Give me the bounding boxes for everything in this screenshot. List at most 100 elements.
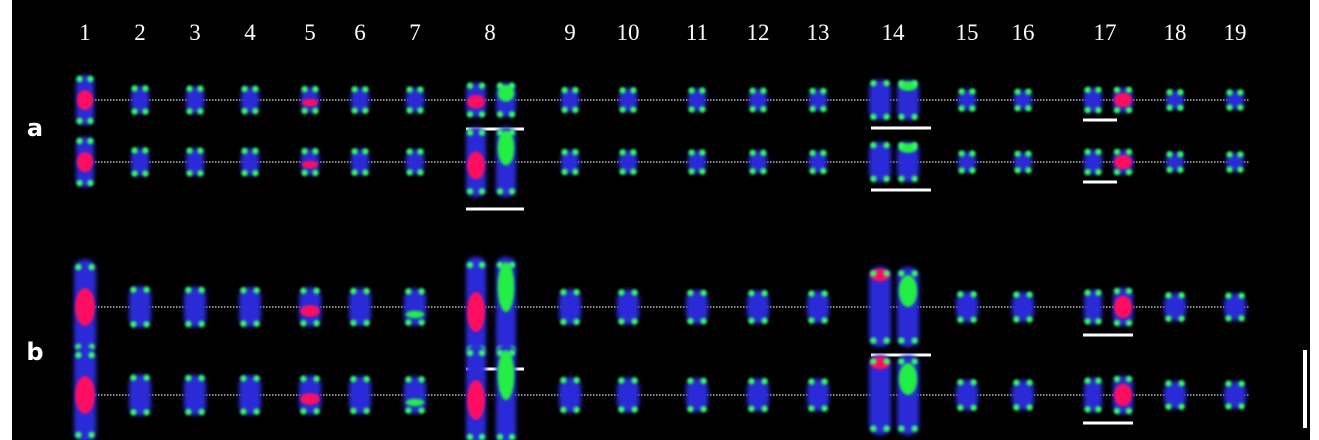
- telomere-dot: [1178, 380, 1184, 386]
- telomere-dot: [479, 262, 485, 268]
- telomere-dot: [87, 118, 93, 124]
- telomere-dot: [1178, 403, 1184, 409]
- telomere-dot: [198, 321, 204, 327]
- telomere-dot: [405, 319, 411, 325]
- telomere-dot: [748, 290, 754, 296]
- telomere-dot: [630, 149, 636, 155]
- telomere-dot: [312, 86, 318, 92]
- telomere-dot: [87, 138, 93, 144]
- telomere-dot: [561, 107, 567, 113]
- red-signal: [300, 305, 320, 317]
- telomere-dot: [363, 288, 369, 294]
- telomere-dot: [351, 148, 357, 154]
- telomere-dot: [870, 425, 876, 431]
- telomere-dot: [821, 405, 827, 411]
- telomere-dot: [142, 147, 148, 153]
- telomere-dot: [313, 320, 319, 326]
- telomere-dot: [898, 358, 904, 364]
- telomere-dot: [241, 86, 247, 92]
- telomere-dot: [497, 83, 503, 89]
- telomere-dot: [808, 378, 814, 384]
- telomere-dot: [1165, 380, 1171, 386]
- telomere-dot: [619, 168, 625, 174]
- telomere-dot: [312, 170, 318, 176]
- telomere-dot: [572, 87, 578, 93]
- telomere-dot: [1237, 166, 1243, 172]
- telomere-dot: [509, 188, 515, 194]
- telomere-dot: [560, 377, 566, 383]
- telomere-dot: [573, 289, 579, 295]
- telomere-dot: [509, 129, 515, 135]
- telomere-dot: [1084, 290, 1090, 296]
- column-label: 13: [807, 20, 830, 45]
- telomere-dot: [870, 114, 876, 120]
- telomere-dot: [911, 80, 917, 86]
- telomere-dot: [350, 320, 356, 326]
- telomere-dot: [630, 106, 636, 112]
- telomere-dot: [509, 83, 515, 89]
- telomere-dot: [911, 114, 917, 120]
- telomere-dot: [252, 148, 258, 154]
- telomere-dot: [1237, 89, 1243, 95]
- telomere-dot: [131, 85, 137, 91]
- telomere-dot: [870, 176, 876, 182]
- telomere-dot: [883, 425, 889, 431]
- telomere-dot: [761, 378, 767, 384]
- telomere-dot: [1014, 167, 1020, 173]
- telomere-dot: [911, 358, 917, 364]
- telomere-dot: [75, 264, 81, 270]
- telomere-dot: [1238, 403, 1244, 409]
- telomere-dot: [898, 114, 904, 120]
- telomere-dot: [631, 318, 637, 324]
- telomere-dot: [1177, 167, 1183, 173]
- telomere-dot: [883, 176, 889, 182]
- telomere-dot: [1013, 291, 1019, 297]
- telomere-dot: [1126, 149, 1132, 155]
- row-label: b: [26, 338, 43, 366]
- telomere-dot: [760, 150, 766, 156]
- telomere-dot: [1178, 315, 1184, 321]
- telomere-dot: [761, 406, 767, 412]
- telomere-dot: [870, 270, 876, 276]
- telomere-dot: [958, 150, 964, 156]
- red-signal: [75, 376, 95, 414]
- telomere-dot: [253, 320, 259, 326]
- red-signal: [302, 161, 318, 169]
- column-label: 12: [747, 20, 770, 45]
- telomere-dot: [87, 76, 93, 82]
- telomere-dot: [350, 408, 356, 414]
- telomere-dot: [573, 377, 579, 383]
- red-signal: [467, 380, 485, 420]
- red-signal: [75, 288, 95, 326]
- telomere-dot: [911, 176, 917, 182]
- telomere-dot: [970, 379, 976, 385]
- telomere-dot: [761, 290, 767, 296]
- telomere-dot: [572, 149, 578, 155]
- background: [12, 0, 1310, 440]
- telomere-dot: [1084, 406, 1090, 412]
- telomere-dot: [509, 111, 515, 117]
- telomere-dot: [1126, 107, 1132, 113]
- telomere-dot: [1166, 167, 1172, 173]
- telomere-dot: [1126, 408, 1132, 414]
- telomere-dot: [1014, 151, 1020, 157]
- telomere-dot: [198, 375, 204, 381]
- telomere-dot: [1095, 107, 1101, 113]
- telomere-dot: [406, 148, 412, 154]
- telomere-dot: [573, 319, 579, 325]
- telomere-dot: [1084, 378, 1090, 384]
- telomere-dot: [688, 106, 694, 112]
- telomere-dot: [350, 288, 356, 294]
- telomere-dot: [760, 106, 766, 112]
- telomere-dot: [1238, 315, 1244, 321]
- telomere-dot: [75, 432, 81, 438]
- telomere-dot: [911, 270, 917, 276]
- green-signal: [406, 399, 424, 406]
- telomere-dot: [820, 150, 826, 156]
- telomere-dot: [143, 321, 149, 327]
- column-label: 6: [354, 20, 366, 45]
- telomere-dot: [362, 169, 368, 175]
- telomere-dot: [142, 85, 148, 91]
- telomere-dot: [870, 142, 876, 148]
- telomere-dot: [1177, 151, 1183, 157]
